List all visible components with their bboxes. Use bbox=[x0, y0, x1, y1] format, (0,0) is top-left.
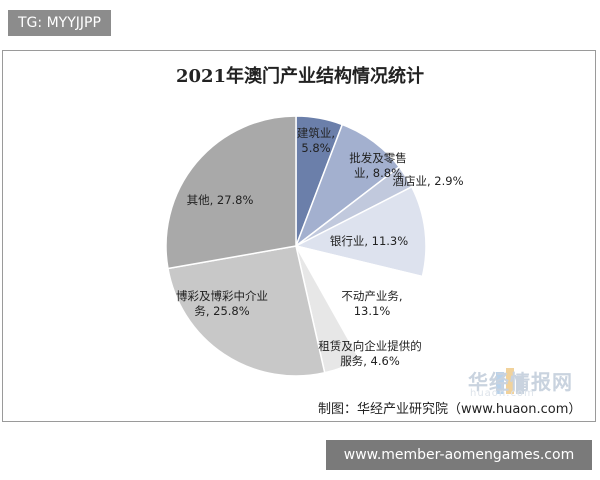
slice-label-8: 其他, 27.8% bbox=[187, 193, 254, 207]
pie-slice-7 bbox=[167, 245, 326, 377]
chart-title: 2021年澳门产业结构情况统计 bbox=[175, 66, 425, 87]
slice-label-6: 租赁及向企业提供的服务, 4.6% bbox=[318, 339, 422, 368]
pie-slice-5 bbox=[294, 244, 424, 361]
chart-source: 制图：华经产业研究院（www.huaon.com） bbox=[318, 402, 582, 417]
slice-label-1: 建筑业, 5.8% bbox=[297, 126, 335, 155]
slice-label-5: 不动产业务, 13.1% bbox=[341, 289, 402, 318]
slice-label-2: 批发及零售业, 8.8% bbox=[349, 151, 407, 180]
pie-slice-8 bbox=[165, 115, 297, 270]
slice-label-4: 银行业, 11.3% bbox=[330, 234, 408, 248]
slice-label-7: 博彩及博彩中介业务, 25.8% bbox=[176, 289, 268, 318]
pie-slice-4 bbox=[293, 185, 427, 278]
footer-link[interactable]: www.member-aomengames.com bbox=[326, 440, 592, 470]
watermark-name: 华经情报网 bbox=[468, 370, 573, 394]
watermark-logo-icon bbox=[496, 368, 524, 394]
tag-badge: TG: MYYJJPP bbox=[8, 10, 111, 36]
watermark-sub: huaon.com bbox=[470, 388, 535, 399]
slice-label-3: 酒店业, 2.9% bbox=[392, 174, 463, 188]
